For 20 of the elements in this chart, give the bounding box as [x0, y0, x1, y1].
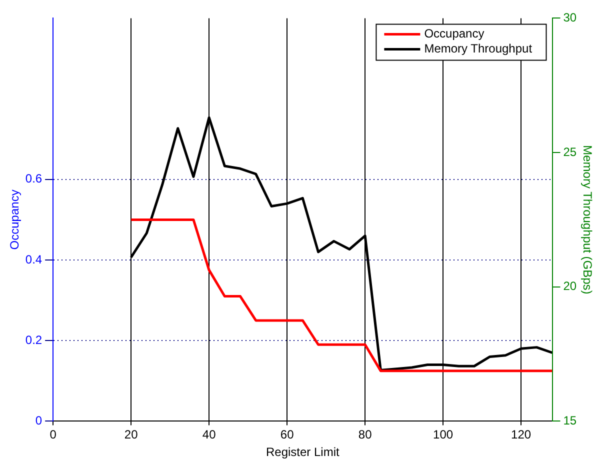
x-tick-label: 20 [124, 428, 138, 442]
y-tick-label: 0.6 [25, 172, 42, 186]
y-axis-title: Occupancy [8, 190, 22, 250]
y2-tick-label: 15 [563, 414, 577, 428]
x-tick-label: 0 [50, 428, 57, 442]
y2-tick-label: 20 [563, 279, 577, 294]
x-tick-label: 80 [358, 428, 372, 442]
x-tick-label: 40 [202, 428, 216, 442]
x-tick-label: 60 [280, 428, 294, 442]
y2-tick-label: 30 [563, 10, 577, 25]
y-tick-label: 0.2 [25, 332, 42, 347]
x-tick-label: 100 [433, 428, 454, 442]
y2-tick-label: 25 [563, 144, 577, 159]
x-axis-title: Register Limit [266, 445, 340, 460]
legend-label: Memory Throughput [424, 42, 533, 56]
y-tick-label: 0.4 [25, 252, 42, 266]
y2-axis-title: Memory Throughput (GBps) [580, 145, 594, 294]
y-tick-label: 0 [35, 414, 42, 428]
legend-label: Occupancy [424, 26, 484, 41]
x-tick-label: 120 [511, 428, 532, 442]
